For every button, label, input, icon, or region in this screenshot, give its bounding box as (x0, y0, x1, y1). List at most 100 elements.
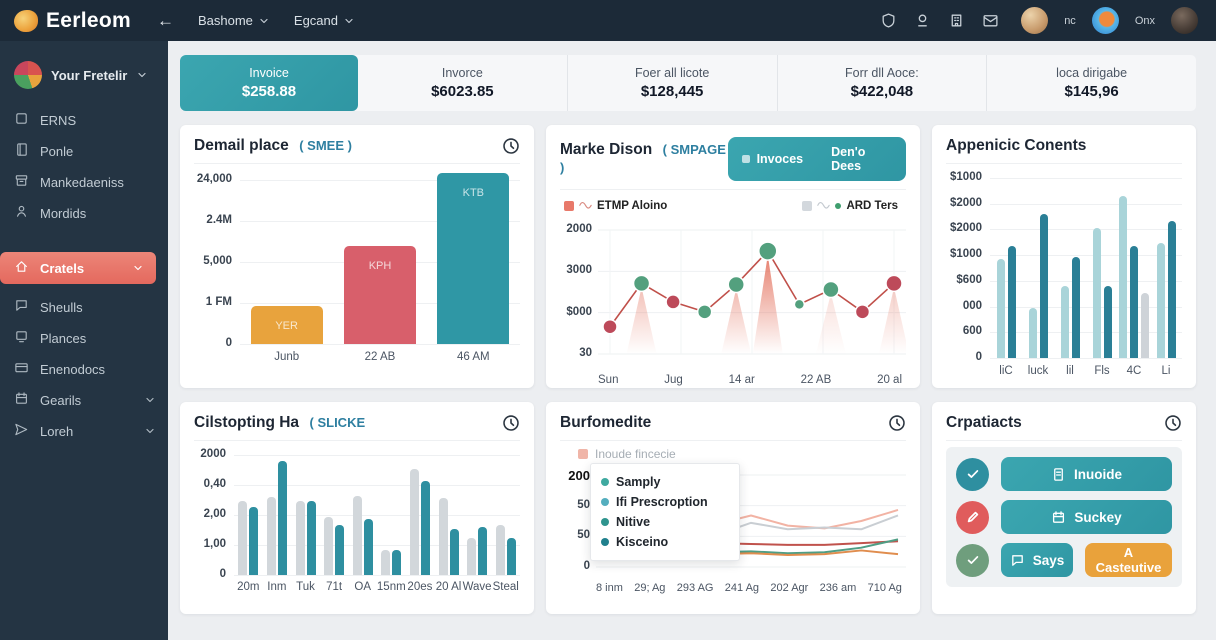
nav-label: Bashome (197, 13, 253, 28)
bar (1028, 307, 1037, 358)
stat-card-4[interactable]: Forr dll Aoce: $422,048 (776, 55, 987, 111)
stat-strip: Invoice $258.88 Invorce $6023.85 Foer all li… (180, 55, 1196, 111)
sidebar-item-gearils[interactable]: Gearils (0, 385, 168, 415)
y-axis-tick: $2000 (950, 196, 982, 209)
userline-icon[interactable] (914, 12, 931, 29)
stat-card-5[interactable]: loca dirigabe $145,96 (986, 55, 1196, 111)
gridline (990, 255, 1182, 257)
stat-value: $258.88 (241, 83, 297, 100)
card-title-wrap: Cilstopting Ha ( SLICKE (194, 414, 365, 432)
bar (409, 469, 419, 575)
card-title-wrap: Burfomedite (560, 414, 651, 432)
stat-label: Forr dll Aoce: (845, 66, 919, 80)
bar (495, 524, 505, 575)
sidebar-item-label: Sheulls (40, 299, 83, 315)
card-cilstopting-ha: Cilstopting Ha ( SLICKE 2000 0,40 2,00 1,00… (180, 402, 534, 614)
check-status-icon[interactable] (956, 543, 989, 577)
dot-icon (601, 538, 609, 546)
check-status-icon[interactable] (956, 457, 989, 491)
sidebar-item-mankedaeniss[interactable]: Mankedaeniss (0, 167, 168, 197)
card-burfomedite: Burfomedite Inoude fincecie Samply Ifi Pr… (546, 402, 920, 614)
clock-icon[interactable] (1164, 414, 1182, 432)
card-title-wrap: Demail place ( SMEE ) (194, 137, 352, 155)
back-arrow-icon[interactable]: ← (156, 10, 174, 30)
card-header: Crpatiacts (946, 414, 1182, 441)
chevron-down-icon (144, 394, 156, 406)
stat-card-1[interactable]: Invoice $258.88 (180, 55, 358, 111)
bar (381, 549, 391, 575)
button-label: Says (1032, 552, 1065, 568)
card-icon (14, 360, 29, 378)
sidebar-item-mordids[interactable]: Mordids (0, 198, 168, 228)
sidebar-item-enenodocs[interactable]: Enenodocs (0, 354, 168, 384)
gridline (990, 358, 1182, 359)
clock-icon[interactable] (502, 414, 520, 432)
sidebar-item-sheulls[interactable]: Sheulls (0, 292, 168, 322)
sidebar-item-loreh[interactable]: Loreh (0, 416, 168, 446)
x-axis-tick: 202 Agr (770, 582, 809, 594)
x-axis-tick: Fls (1094, 365, 1110, 377)
x-axis-tick: 14 ar (728, 374, 755, 386)
stat-card-2[interactable]: Invorce $6023.85 (358, 55, 567, 111)
user-icon (14, 204, 29, 222)
x-axis-tick: 22 AB (800, 374, 832, 386)
stat-card-3[interactable]: Foer all licote $128,445 (566, 55, 777, 111)
gridline (990, 280, 1182, 282)
tooltip-label: Samply (616, 475, 661, 489)
clock-icon[interactable] (888, 414, 906, 432)
stat-label: Invorce (441, 66, 483, 80)
building-icon[interactable] (948, 12, 965, 29)
nav-bashome[interactable]: Bashome (198, 13, 270, 28)
sidebar-item-label: Cratels (40, 260, 85, 276)
sidebar-item-cratels[interactable]: Cratels (0, 252, 156, 284)
line-plot (598, 229, 906, 355)
y-axis-tick: $2000 (950, 222, 982, 235)
legend-etmp-aloino: ETMP Aloino (564, 198, 667, 214)
app-avatar[interactable] (1091, 7, 1119, 34)
nav-egcand[interactable]: Egcand (294, 13, 355, 28)
says-button[interactable]: Says (1001, 543, 1073, 577)
sidebar-item-erns[interactable]: ERNS (0, 105, 168, 135)
tooltip-item: Kisceino (601, 532, 729, 552)
y-axis-tick: 0,40 (203, 478, 226, 490)
mail-icon[interactable] (982, 12, 999, 29)
gridline (234, 455, 520, 456)
bar (1141, 293, 1149, 358)
chevron-down-icon (258, 15, 270, 27)
stat-value: $422,048 (850, 83, 914, 100)
chevron-down-icon (136, 69, 148, 81)
profile-avatar[interactable] (1171, 7, 1198, 34)
suckey-button[interactable]: Suckey (1001, 500, 1172, 534)
sidebar-item-plances[interactable]: Plances (0, 323, 168, 353)
clock-icon[interactable] (502, 137, 520, 155)
sidebar-item-label: Ponle (40, 143, 74, 159)
wave-icon (817, 198, 831, 214)
sidebar-item-ponle[interactable]: Ponle (0, 136, 168, 166)
gridline (990, 178, 1182, 179)
stat-label: Foer all licote (634, 66, 710, 80)
sidebar-nav: ERNS Ponle Mankedaeniss Mordids Cratels Sheul… (0, 105, 168, 446)
book-icon (14, 142, 29, 160)
chart-legend: Inoude fincecie (578, 447, 906, 461)
appenicic-bar-chart: $1000 $2000 $2000 $1000 $600 000 600 0 liC luck li… (946, 170, 1182, 382)
pencil-status-icon[interactable] (956, 500, 989, 534)
shield-icon[interactable] (880, 12, 897, 29)
y-axis-tick: 000 (962, 299, 982, 312)
header-icons (880, 12, 999, 29)
invoces-button[interactable]: Invoces (728, 137, 818, 181)
user-avatar[interactable] (1021, 7, 1049, 34)
gridline (990, 306, 1182, 308)
bar (1092, 228, 1101, 358)
bar (238, 500, 248, 575)
brand-area: Eerleom ← Bashome Egcand (14, 9, 355, 33)
workspace-switcher[interactable]: Your Fretelir (0, 41, 168, 105)
demail-bar-chart: 24,000 2.4M 5,000 1 FM 0 YER Junb KPH 22 AB KTB 46… (194, 170, 520, 368)
user-short-label: nc (1064, 14, 1076, 27)
card-demail-place: Demail place ( SMEE ) 24,000 2.4M 5,000 1 F… (180, 125, 534, 388)
tooltip-label: Kisceino (616, 535, 669, 549)
a-casteutive-button[interactable]: A Casteutive (1085, 543, 1172, 577)
deno-dees-button[interactable]: Den'o Dees (817, 137, 906, 181)
bar (478, 527, 488, 575)
inuoide-button[interactable]: Inuoide (1001, 457, 1172, 491)
gridline (240, 221, 520, 222)
